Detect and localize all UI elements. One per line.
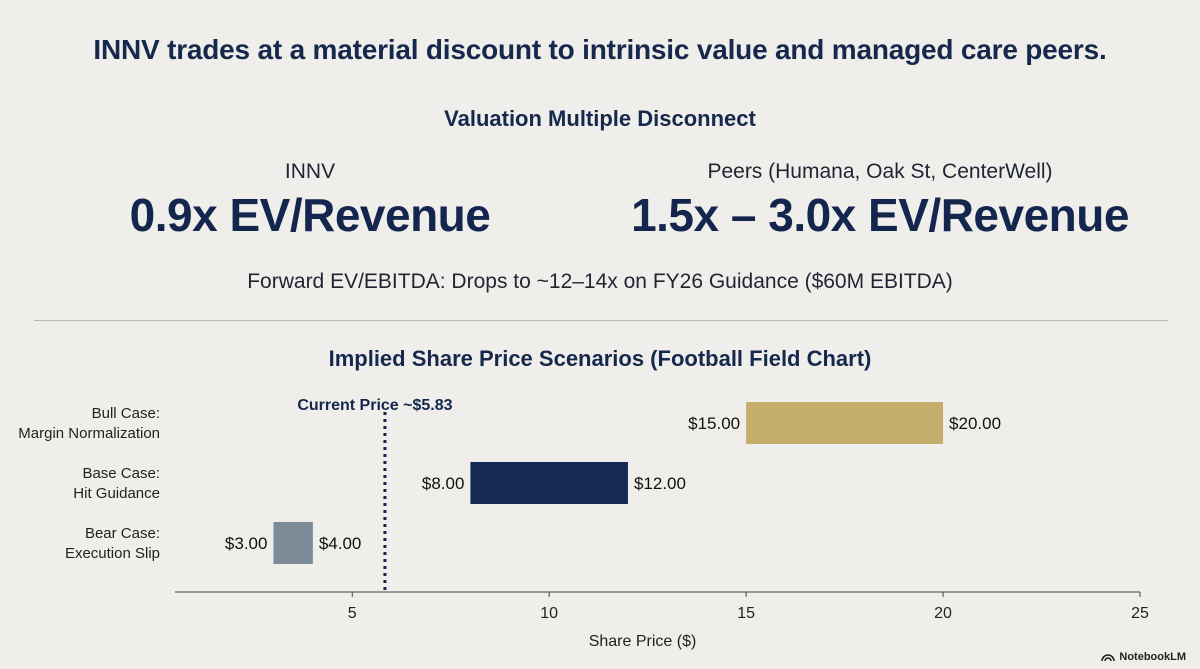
x-tick-label: 25 [1131,605,1149,622]
range-low-label: $3.00 [225,534,268,553]
brand-name: NotebookLM [1119,651,1186,663]
category-label: Bear Case: [85,525,160,542]
range-low-label: $15.00 [688,414,740,433]
category-label: Base Case: [82,465,160,482]
range-bar [273,522,313,564]
innv-label: INNV [284,160,336,183]
x-tick-label: 10 [540,605,558,622]
range-high-label: $12.00 [634,474,686,493]
range-high-label: $4.00 [319,534,362,553]
range-high-label: $20.00 [949,414,1001,433]
headline: INNV trades at a material discount to in… [93,34,1107,65]
category-label: Hit Guidance [73,485,160,502]
peers-multiple-value: 1.5x – 3.0x EV/Revenue [631,189,1129,241]
current-price-label: Current Price ~$5.83 [297,397,452,414]
innv-multiple-value: 0.9x EV/Revenue [129,189,491,241]
x-axis-title: Share Price ($) [589,633,697,650]
category-label: Execution Slip [65,545,160,562]
notebooklm-logo-icon [1101,654,1116,662]
forward-ebitda-note: Forward EV/EBITDA: Drops to ~12–14x on F… [247,270,953,293]
range-bar [470,462,628,504]
brand-badge: NotebookLM [1101,651,1186,663]
innv-multiple-block: INNV 0.9x EV/Revenue [110,160,510,242]
x-tick-label: 20 [934,605,952,622]
range-bar [746,402,944,444]
category-label: Bull Case: [92,405,160,422]
peers-label: Peers (Humana, Oak St, CenterWell) [707,160,1053,183]
x-tick-label: 15 [737,605,755,622]
chart-title: Implied Share Price Scenarios (Football … [328,346,872,371]
peers-multiple-block: Peers (Humana, Oak St, CenterWell) 1.5x … [580,160,1180,242]
section-divider [34,320,1168,321]
section-title-multiples: Valuation Multiple Disconnect [444,106,756,131]
range-low-label: $8.00 [422,474,465,493]
x-tick-label: 5 [348,605,357,622]
category-label: Margin Normalization [18,425,160,442]
football-field-chart: 5 10 15 20 25 Share Price ($) Bull Case: Margin… [18,397,1149,650]
